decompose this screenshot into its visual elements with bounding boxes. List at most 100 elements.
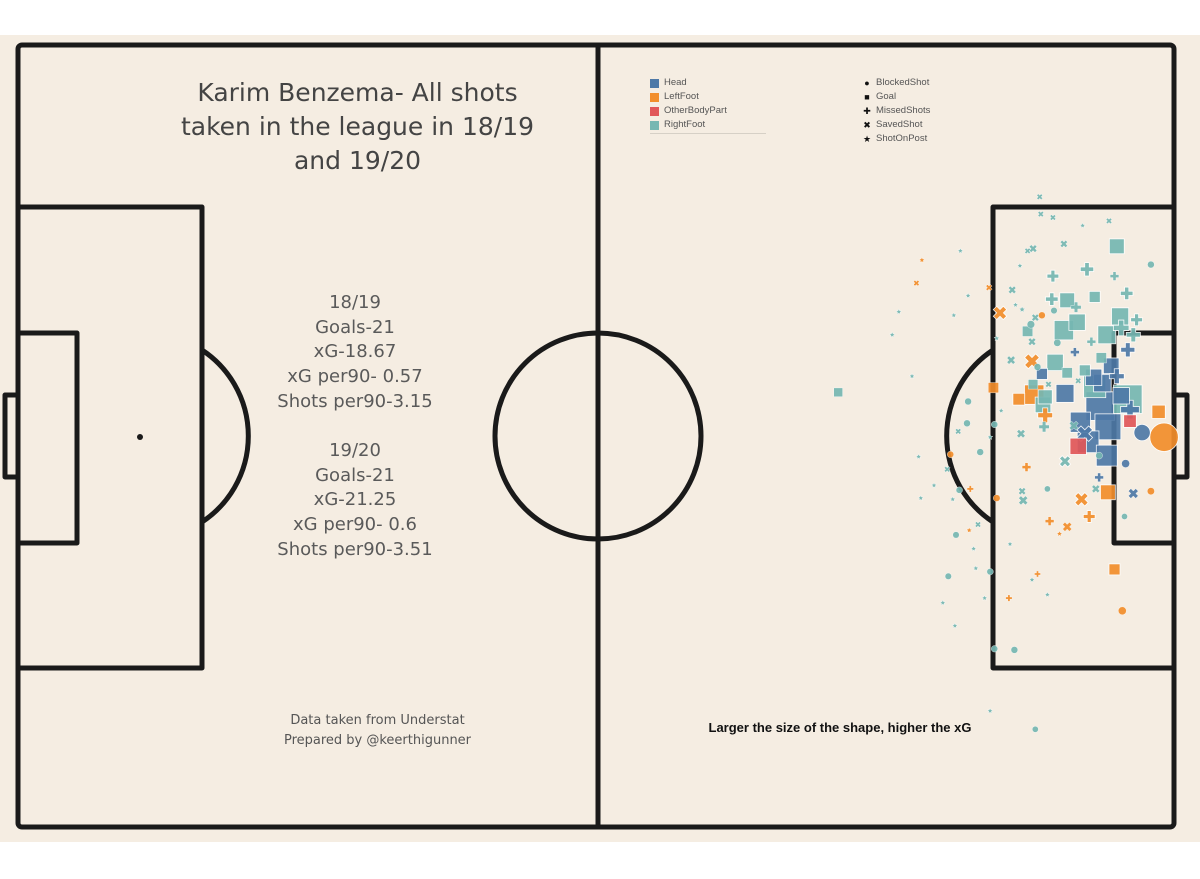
shot-marker (1151, 404, 1166, 419)
shot-point-savedshot (944, 466, 951, 473)
shot-point-shotonpost (997, 407, 1005, 414)
shot-point-blockedshot (1033, 363, 1042, 371)
shot-point-shotonpost (1079, 222, 1086, 229)
shot-marker (1033, 363, 1042, 371)
shot-point-blockedshot (964, 397, 972, 406)
shot-marker (915, 453, 922, 460)
shot-point-shotonpost (981, 594, 988, 601)
shot-marker (1012, 301, 1019, 308)
shot-marker (985, 284, 993, 291)
shot-marker (976, 448, 984, 456)
shot-point-savedshot (1031, 313, 1040, 322)
stat-xg-per90: xG per90- 0.57 (287, 366, 423, 388)
shot-point-shotonpost (888, 331, 896, 338)
shot-point-goal (988, 382, 999, 394)
shot-marker (992, 305, 1008, 321)
shot-marker (1056, 530, 1063, 537)
shot-marker (1012, 392, 1026, 406)
shot-point-goal (1061, 367, 1073, 379)
shot-point-blockedshot (1038, 311, 1046, 319)
shot-marker (1147, 260, 1155, 269)
shot-marker (1036, 193, 1043, 200)
shot-point-savedshot (955, 428, 962, 435)
shot-point-blockedshot (963, 419, 971, 427)
legend-body-part: Head LeftFoot OtherBodyPart RightFoot (650, 76, 770, 134)
shot-point-missedshots (1130, 313, 1143, 327)
shot-point-missedshots (1038, 421, 1050, 433)
shot-point-missedshots (1109, 271, 1120, 281)
shot-marker (1070, 347, 1080, 357)
stat-xg: xG-21.25 (313, 489, 397, 511)
shot-marker (988, 382, 999, 394)
shot-point-goal (1068, 313, 1086, 331)
shot-point-savedshot (1024, 247, 1031, 255)
shot-marker (991, 421, 998, 428)
shot-marker (1119, 286, 1134, 301)
shot-marker (1053, 338, 1062, 347)
shot-marker (1086, 337, 1097, 347)
shot-marker (1109, 271, 1120, 281)
shot-point-savedshot (1018, 495, 1029, 506)
shot-point-missedshots (1094, 472, 1104, 482)
shot-marker (1037, 210, 1044, 218)
stat-season-label: 18/19 (329, 292, 381, 313)
shot-marker (1049, 214, 1057, 221)
shot-point-missedshots (1120, 342, 1136, 358)
shot-point-blockedshot (1147, 260, 1155, 269)
legend-label: SavedShot (876, 119, 923, 130)
stats-block-1819: 18/19 Goals-21 xG-18.67 xG per90- 0.57 S… (235, 291, 475, 414)
shot-point-goal (1108, 563, 1121, 576)
legend-swatch (650, 121, 659, 130)
plus-icon: ✚ (863, 106, 871, 116)
shot-marker (1097, 325, 1117, 345)
shot-point-shotonpost (1016, 262, 1024, 269)
shot-marker (1108, 563, 1121, 576)
shot-point-shotonpost (972, 564, 980, 572)
shot-marker (1095, 451, 1103, 460)
shot-point-shotonpost (1018, 305, 1026, 313)
shot-point-shotonpost (908, 372, 916, 379)
shot-marker (1095, 352, 1107, 364)
shot-marker (1078, 364, 1091, 377)
shot-marker (972, 564, 980, 572)
shot-point-savedshot (1058, 455, 1072, 468)
shot-marker (1016, 429, 1026, 439)
shot-point-savedshot (1027, 337, 1037, 346)
legend-divider (650, 133, 766, 134)
legend-item-missedshots: ✚ MissedShots (862, 104, 972, 118)
shot-marker (1121, 513, 1128, 520)
shot-point-shotonpost (993, 334, 1000, 342)
shot-point-goal (1012, 392, 1026, 406)
shot-marker (1128, 488, 1139, 499)
shot-point-blockedshot (1121, 459, 1130, 468)
shot-marker (1034, 570, 1041, 578)
shot-marker (1038, 421, 1050, 433)
shot-marker (1008, 285, 1017, 294)
shot-marker (1037, 407, 1054, 424)
legend-label: ShotOnPost (876, 133, 928, 144)
legend-item-leftfoot: LeftFoot (650, 90, 770, 104)
shot-point-shotonpost (915, 453, 922, 460)
shot-point-blockedshot (1026, 320, 1035, 329)
shot-point-shotonpost (970, 545, 977, 552)
left-goal (2, 392, 21, 480)
shot-point-missedshots (1045, 292, 1059, 306)
shot-point-shotonpost (1006, 540, 1014, 547)
shot-marker (939, 599, 947, 606)
shot-point-blockedshot (991, 645, 998, 653)
shot-point-shotonpost (950, 311, 958, 319)
shot-marker (1121, 459, 1130, 468)
shot-marker (1006, 355, 1016, 365)
legend-item-head: Head (650, 76, 770, 90)
shot-marker (1079, 222, 1086, 229)
shot-point-blockedshot (952, 531, 960, 539)
shot-marker (974, 521, 982, 528)
shot-point-savedshot (1091, 484, 1101, 494)
shot-marker (1100, 484, 1116, 501)
shot-point-goal (1035, 367, 1048, 380)
shot-marker (1018, 305, 1026, 313)
shot-marker (1130, 313, 1143, 327)
shot-marker (1068, 420, 1079, 431)
shot-point-savedshot (992, 305, 1008, 321)
